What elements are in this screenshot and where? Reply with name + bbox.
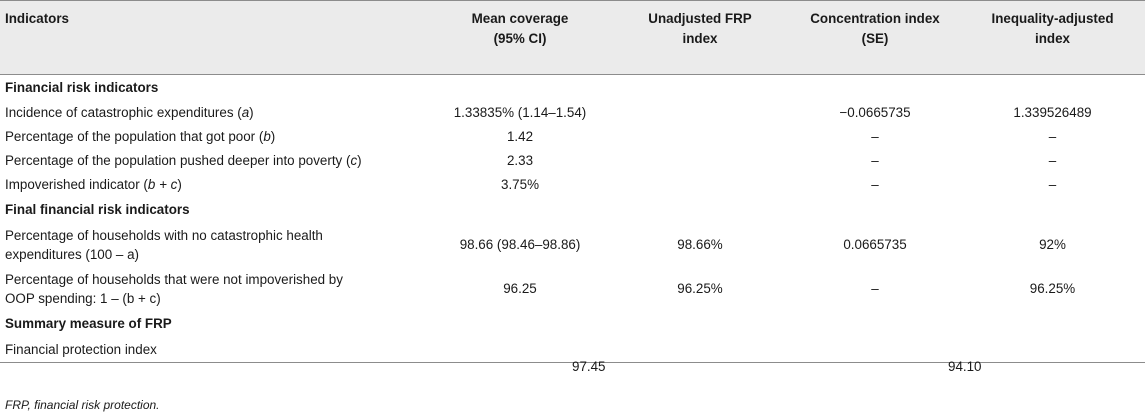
cell-concentration: – bbox=[871, 153, 879, 168]
summary-value-left: 97.45 bbox=[572, 359, 606, 374]
header-row: Indicators Mean coverage (95% CI) Unadju… bbox=[0, 0, 1145, 75]
row-label: Incidence of catastrophic expenditures (… bbox=[5, 105, 254, 120]
row-label: Percentage of the population that got po… bbox=[5, 129, 276, 144]
header-unadjusted: Unadjusted FRP index bbox=[610, 1, 790, 75]
header-concentration: Concentration index (SE) bbox=[790, 1, 960, 75]
header-mean-coverage-line2: (95% CI) bbox=[493, 31, 547, 46]
cell-concentration: – bbox=[871, 281, 879, 296]
header-indicators: Indicators bbox=[5, 11, 69, 26]
cell-mean: 1.33835% (1.14–1.54) bbox=[453, 105, 587, 120]
cell-inequality: 1.339526489 bbox=[1013, 105, 1092, 120]
header-unadjusted-line2: index bbox=[682, 31, 718, 46]
cell-mean: 96.25 bbox=[503, 281, 537, 296]
cell-mean: 3.75% bbox=[501, 177, 539, 192]
header-mean-coverage: Mean coverage (95% CI) bbox=[430, 1, 610, 75]
cell-unadjusted: 96.25% bbox=[677, 281, 723, 296]
section-financial-risk: Financial risk indicators bbox=[5, 80, 159, 96]
cell-mean: 1.42 bbox=[506, 129, 534, 144]
summary-label: Financial protection index bbox=[5, 341, 157, 357]
header-inequality-line2: index bbox=[1035, 31, 1070, 46]
row-label: Percentage of households with no catastr… bbox=[5, 227, 323, 262]
cell-inequality: – bbox=[1048, 153, 1057, 168]
cell-unadjusted bbox=[610, 173, 790, 197]
table-row: Percentage of households that were not i… bbox=[0, 267, 1145, 311]
header-inequality-line1: Inequality-adjusted bbox=[991, 11, 1114, 26]
row-label: Impoverished indicator (b + c) bbox=[5, 177, 182, 192]
table-row: Percentage of the population that got po… bbox=[0, 125, 1145, 149]
header-mean-coverage-line1: Mean coverage bbox=[471, 11, 569, 26]
header-concentration-line1: Concentration index bbox=[810, 11, 940, 26]
indicators-table: Indicators Mean coverage (95% CI) Unadju… bbox=[0, 0, 1145, 363]
cell-concentration: – bbox=[871, 177, 879, 192]
section-row: Summary measure of FRP bbox=[0, 311, 1145, 337]
table-row: Impoverished indicator (b + c) 3.75% – – bbox=[0, 173, 1145, 197]
section-final-financial-risk: Final financial risk indicators bbox=[5, 202, 190, 217]
cell-inequality: – bbox=[1048, 177, 1057, 192]
cell-unadjusted: 98.66% bbox=[677, 237, 723, 252]
table-row: Percentage of households with no catastr… bbox=[0, 223, 1145, 267]
cell-unadjusted bbox=[610, 149, 790, 173]
section-summary: Summary measure of FRP bbox=[5, 316, 172, 331]
cell-mean: 2.33 bbox=[506, 153, 534, 168]
row-label: Percentage of the population pushed deep… bbox=[5, 153, 362, 168]
cell-concentration: −0.0665735 bbox=[839, 105, 911, 120]
cell-inequality: – bbox=[1048, 129, 1057, 144]
table-row: Incidence of catastrophic expenditures (… bbox=[0, 101, 1145, 125]
section-row: Final financial risk indicators bbox=[0, 197, 1145, 223]
cell-concentration: – bbox=[871, 129, 879, 144]
section-row: Financial risk indicators bbox=[0, 75, 1145, 101]
summary-row: Financial protection index bbox=[0, 337, 1145, 363]
table-row: Percentage of the population pushed deep… bbox=[0, 149, 1145, 173]
table-footnote: FRP, financial risk protection. bbox=[5, 398, 160, 412]
summary-value-right: 94.10 bbox=[948, 359, 982, 374]
cell-concentration: 0.0665735 bbox=[843, 237, 907, 252]
cell-unadjusted bbox=[610, 125, 790, 149]
cell-mean: 98.66 (98.46–98.86) bbox=[459, 237, 581, 252]
header-inequality: Inequality-adjusted index bbox=[960, 1, 1145, 75]
header-unadjusted-line1: Unadjusted FRP bbox=[648, 11, 752, 26]
cell-inequality: 96.25% bbox=[1029, 281, 1076, 296]
header-concentration-line2: (SE) bbox=[861, 31, 889, 46]
cell-inequality: 92% bbox=[1039, 237, 1066, 252]
cell-unadjusted bbox=[610, 101, 790, 125]
row-label: Percentage of households that were not i… bbox=[5, 271, 343, 306]
